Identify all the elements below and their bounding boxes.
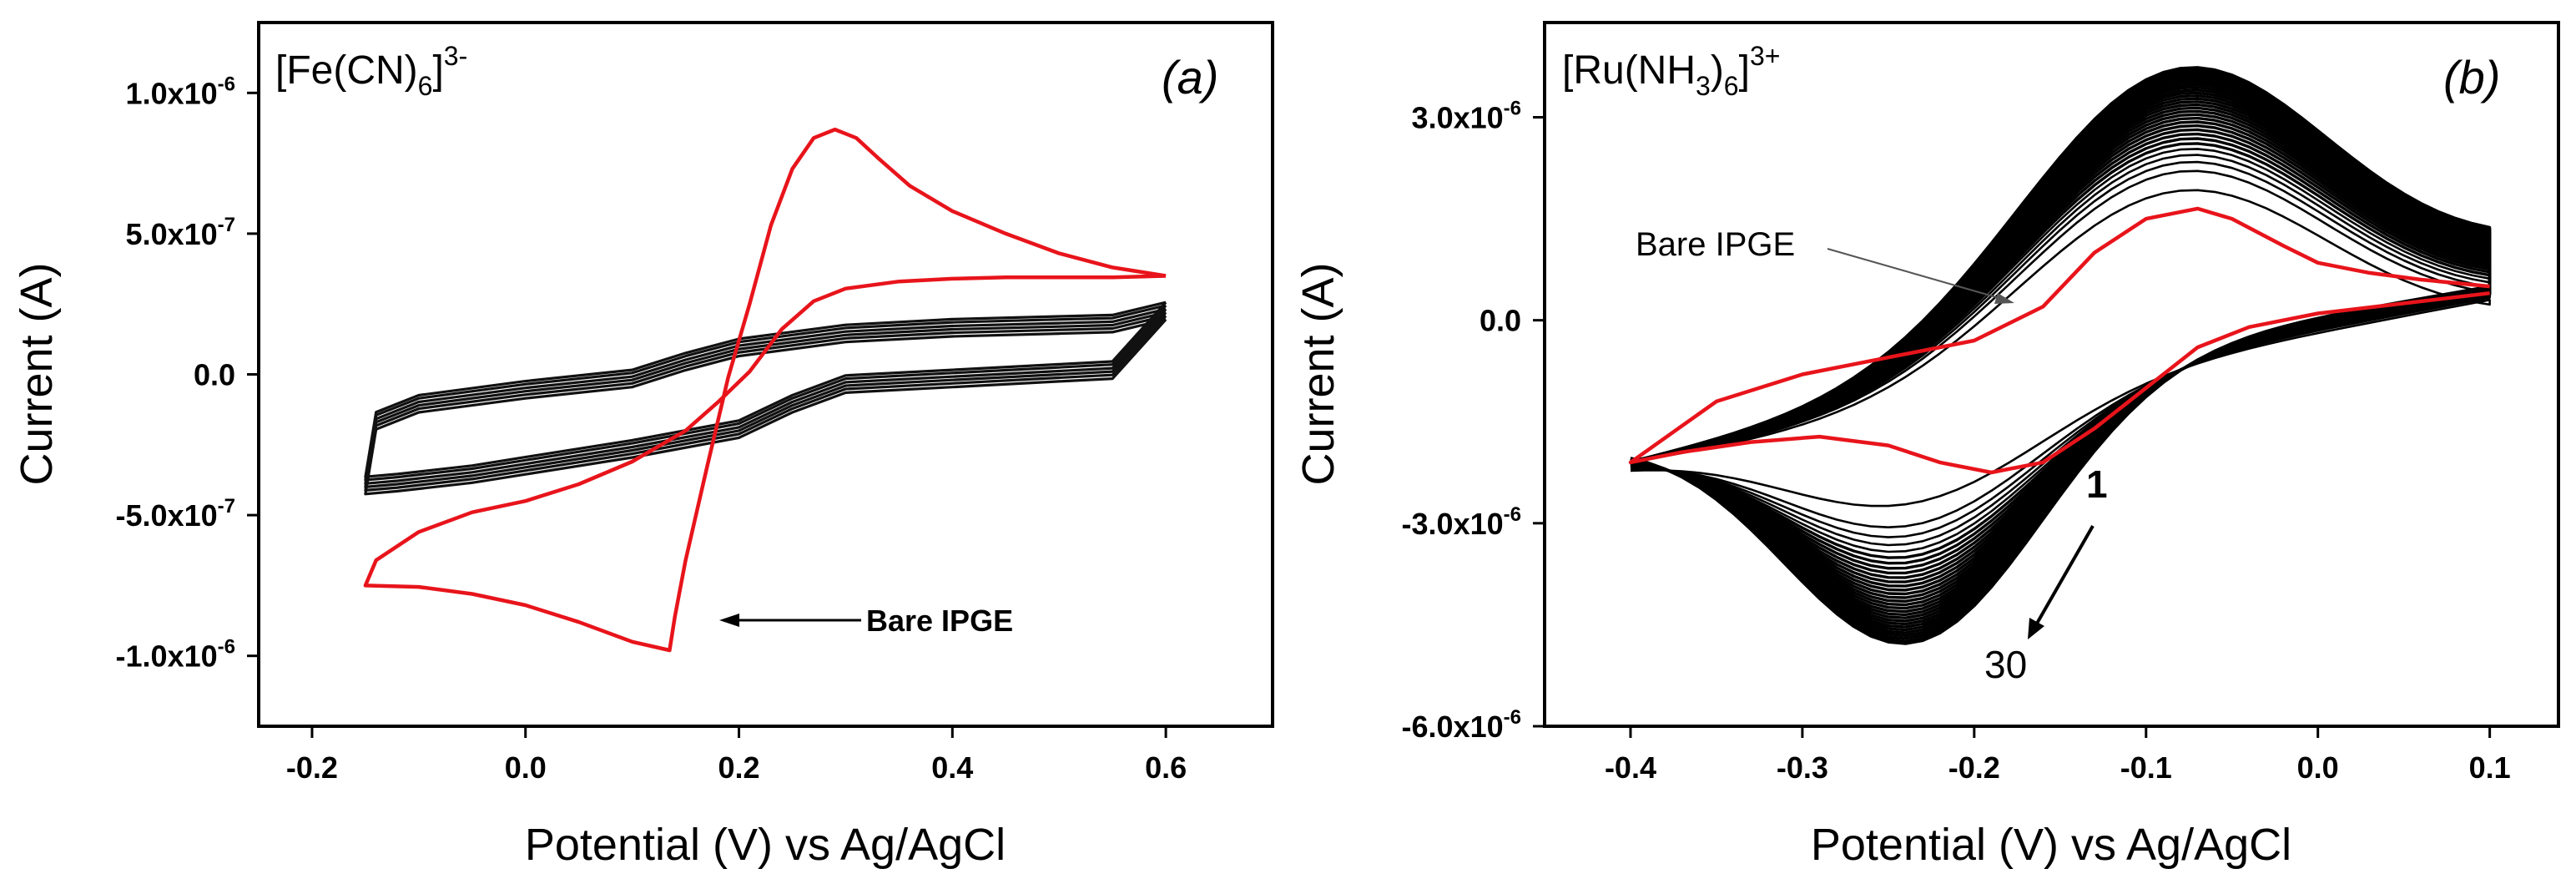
panel-b-plot-area <box>1628 66 2492 645</box>
y-tick-label: 5.0x10-7 <box>126 214 235 251</box>
y-tick-mantissa: -3.0x10 <box>1402 507 1504 541</box>
panel-a-modified-scan-line <box>364 301 1167 478</box>
panel-b-scan-line <box>1630 66 2492 645</box>
y-tick-mantissa: -6.0x10 <box>1402 710 1504 744</box>
panel-a-label: (a) <box>1162 51 1218 104</box>
panel-b: -0.4 -0.3 -0.2 -0.1 0.0 0.1 3.0x10-60.0-3.0x1… <box>1293 21 2560 870</box>
panel-a-species-base: [Fe(CN) <box>275 48 418 93</box>
x-tick-label: -0.2 <box>286 750 338 785</box>
panel-a-species-label: [Fe(CN)6]3- <box>275 41 467 101</box>
panel-b-species-sub2: 6 <box>1724 71 1739 101</box>
panel-b-y-ticks: 3.0x10-60.0-3.0x10-6-6.0x10-6 <box>1402 97 1545 744</box>
panel-b-species-base: [Ru(NH <box>1562 48 1696 93</box>
panel-b-x-axis-label: Potential (V) vs Ag/AgCl <box>1811 820 2291 870</box>
y-tick-mantissa: -1.0x10 <box>116 639 218 674</box>
panel-b-annotation-leader <box>1827 248 2009 301</box>
x-tick-label: -0.3 <box>1777 750 1828 785</box>
x-tick-label: -0.1 <box>2120 750 2172 785</box>
panel-a-y-axis-label: Current (A) <box>12 262 62 485</box>
panel-b-annotation-arrowhead <box>1994 293 2014 304</box>
y-tick-mantissa: 5.0x10 <box>126 217 218 251</box>
panel-b-bare-ipge-line <box>1628 206 2490 475</box>
x-tick-label: 0.6 <box>1145 750 1187 785</box>
panel-b-species-label: [Ru(NH3)6]3+ <box>1562 41 1780 101</box>
panel-a-annotation-text: Bare IPGE <box>866 604 1013 638</box>
panel-a-bare-ipge-line <box>363 127 1167 653</box>
panel-a-modified-scan-line <box>364 318 1167 496</box>
x-tick-label: 0.1 <box>2469 750 2511 785</box>
panel-b-annotation: Bare IPGE <box>1636 226 2014 304</box>
y-tick-label: 1.0x10-6 <box>126 73 235 110</box>
panel-a-x-ticks: -0.2 0.0 0.2 0.4 0.6 <box>286 726 1187 785</box>
panel-a: -0.2 0.0 0.2 0.4 0.6 1.0x10-65.0x10-70.0-5.0… <box>12 21 1274 870</box>
y-tick-exponent: -7 <box>218 495 235 518</box>
y-tick-exponent: -6 <box>218 636 235 659</box>
y-tick-exponent: -6 <box>1504 503 1521 526</box>
panel-b-scan-line <box>1630 169 2491 529</box>
panel-a-x-axis-label: Potential (V) vs Ag/AgCl <box>525 820 1006 870</box>
panel-b-scan-end: 30 <box>1984 643 2027 686</box>
panel-b-annotation-text: Bare IPGE <box>1636 226 1795 263</box>
y-tick-mantissa: 3.0x10 <box>1412 100 1504 134</box>
x-tick-label: 0.4 <box>931 750 973 785</box>
y-tick-mantissa: 1.0x10 <box>126 76 218 110</box>
panel-a-modified-scan-line <box>364 311 1167 489</box>
y-tick-label: -6.0x10-6 <box>1402 706 1521 744</box>
x-tick-label: 0.0 <box>2297 750 2339 785</box>
y-tick-label: -5.0x10-7 <box>116 495 235 533</box>
y-tick-label: -3.0x10-6 <box>1402 503 1521 541</box>
y-tick-exponent: -6 <box>218 73 235 95</box>
panel-a-modified-scan-line <box>364 304 1167 482</box>
panel-a-y-ticks: 1.0x10-65.0x10-70.0-5.0x10-7-1.0x10-6 <box>116 73 259 674</box>
y-tick-label: 3.0x10-6 <box>1412 97 1521 134</box>
panel-a-species-sub: 6 <box>418 71 433 101</box>
y-tick-mantissa: 0.0 <box>194 358 235 392</box>
panel-b-label: (b) <box>2443 51 2500 104</box>
panel-a-modified-scan-line <box>364 314 1167 493</box>
y-tick-label: 0.0 <box>194 358 235 392</box>
panel-a-plot-area <box>363 127 1167 653</box>
panel-b-species-sup: 3+ <box>1750 41 1780 71</box>
panel-b-frame <box>1543 21 2560 728</box>
y-tick-label: 0.0 <box>1480 304 1521 338</box>
panel-b-x-ticks: -0.4 -0.3 -0.2 -0.1 0.0 0.1 <box>1605 726 2511 785</box>
x-tick-label: -0.2 <box>1948 750 2000 785</box>
y-tick-mantissa: 0.0 <box>1480 304 1521 338</box>
panel-b-scan-start: 1 <box>2086 462 2108 506</box>
panel-b-species-sub: 3 <box>1696 71 1711 101</box>
panel-a-species-sup: 3- <box>444 41 467 71</box>
panel-b-scan-arrow: 1 30 <box>1984 462 2108 686</box>
panel-a-annotation-arrowhead <box>719 614 739 627</box>
x-tick-label: 0.2 <box>718 750 760 785</box>
panel-a-annotation: Bare IPGE <box>719 604 1013 638</box>
panel-a-species-close: ] <box>432 48 443 93</box>
y-tick-mantissa: -5.0x10 <box>116 498 218 533</box>
panel-b-species-close: ) <box>1711 48 1724 93</box>
x-tick-label: -0.4 <box>1605 750 1656 785</box>
panel-b-scan-arrow-head <box>2028 618 2044 639</box>
y-tick-exponent: -6 <box>1504 706 1521 729</box>
panel-b-species-close2: ] <box>1739 48 1750 93</box>
panel-b-scan-arrow-line <box>2033 525 2095 629</box>
y-tick-label: -1.0x10-6 <box>116 636 235 674</box>
panel-b-y-axis-label: Current (A) <box>1293 262 1343 485</box>
panel-b-scan-line <box>1630 189 2491 508</box>
x-tick-label: 0.0 <box>505 750 547 785</box>
y-tick-exponent: -6 <box>1504 97 1521 119</box>
panel-a-modified-scan-line <box>364 307 1167 485</box>
y-tick-exponent: -7 <box>218 214 235 236</box>
